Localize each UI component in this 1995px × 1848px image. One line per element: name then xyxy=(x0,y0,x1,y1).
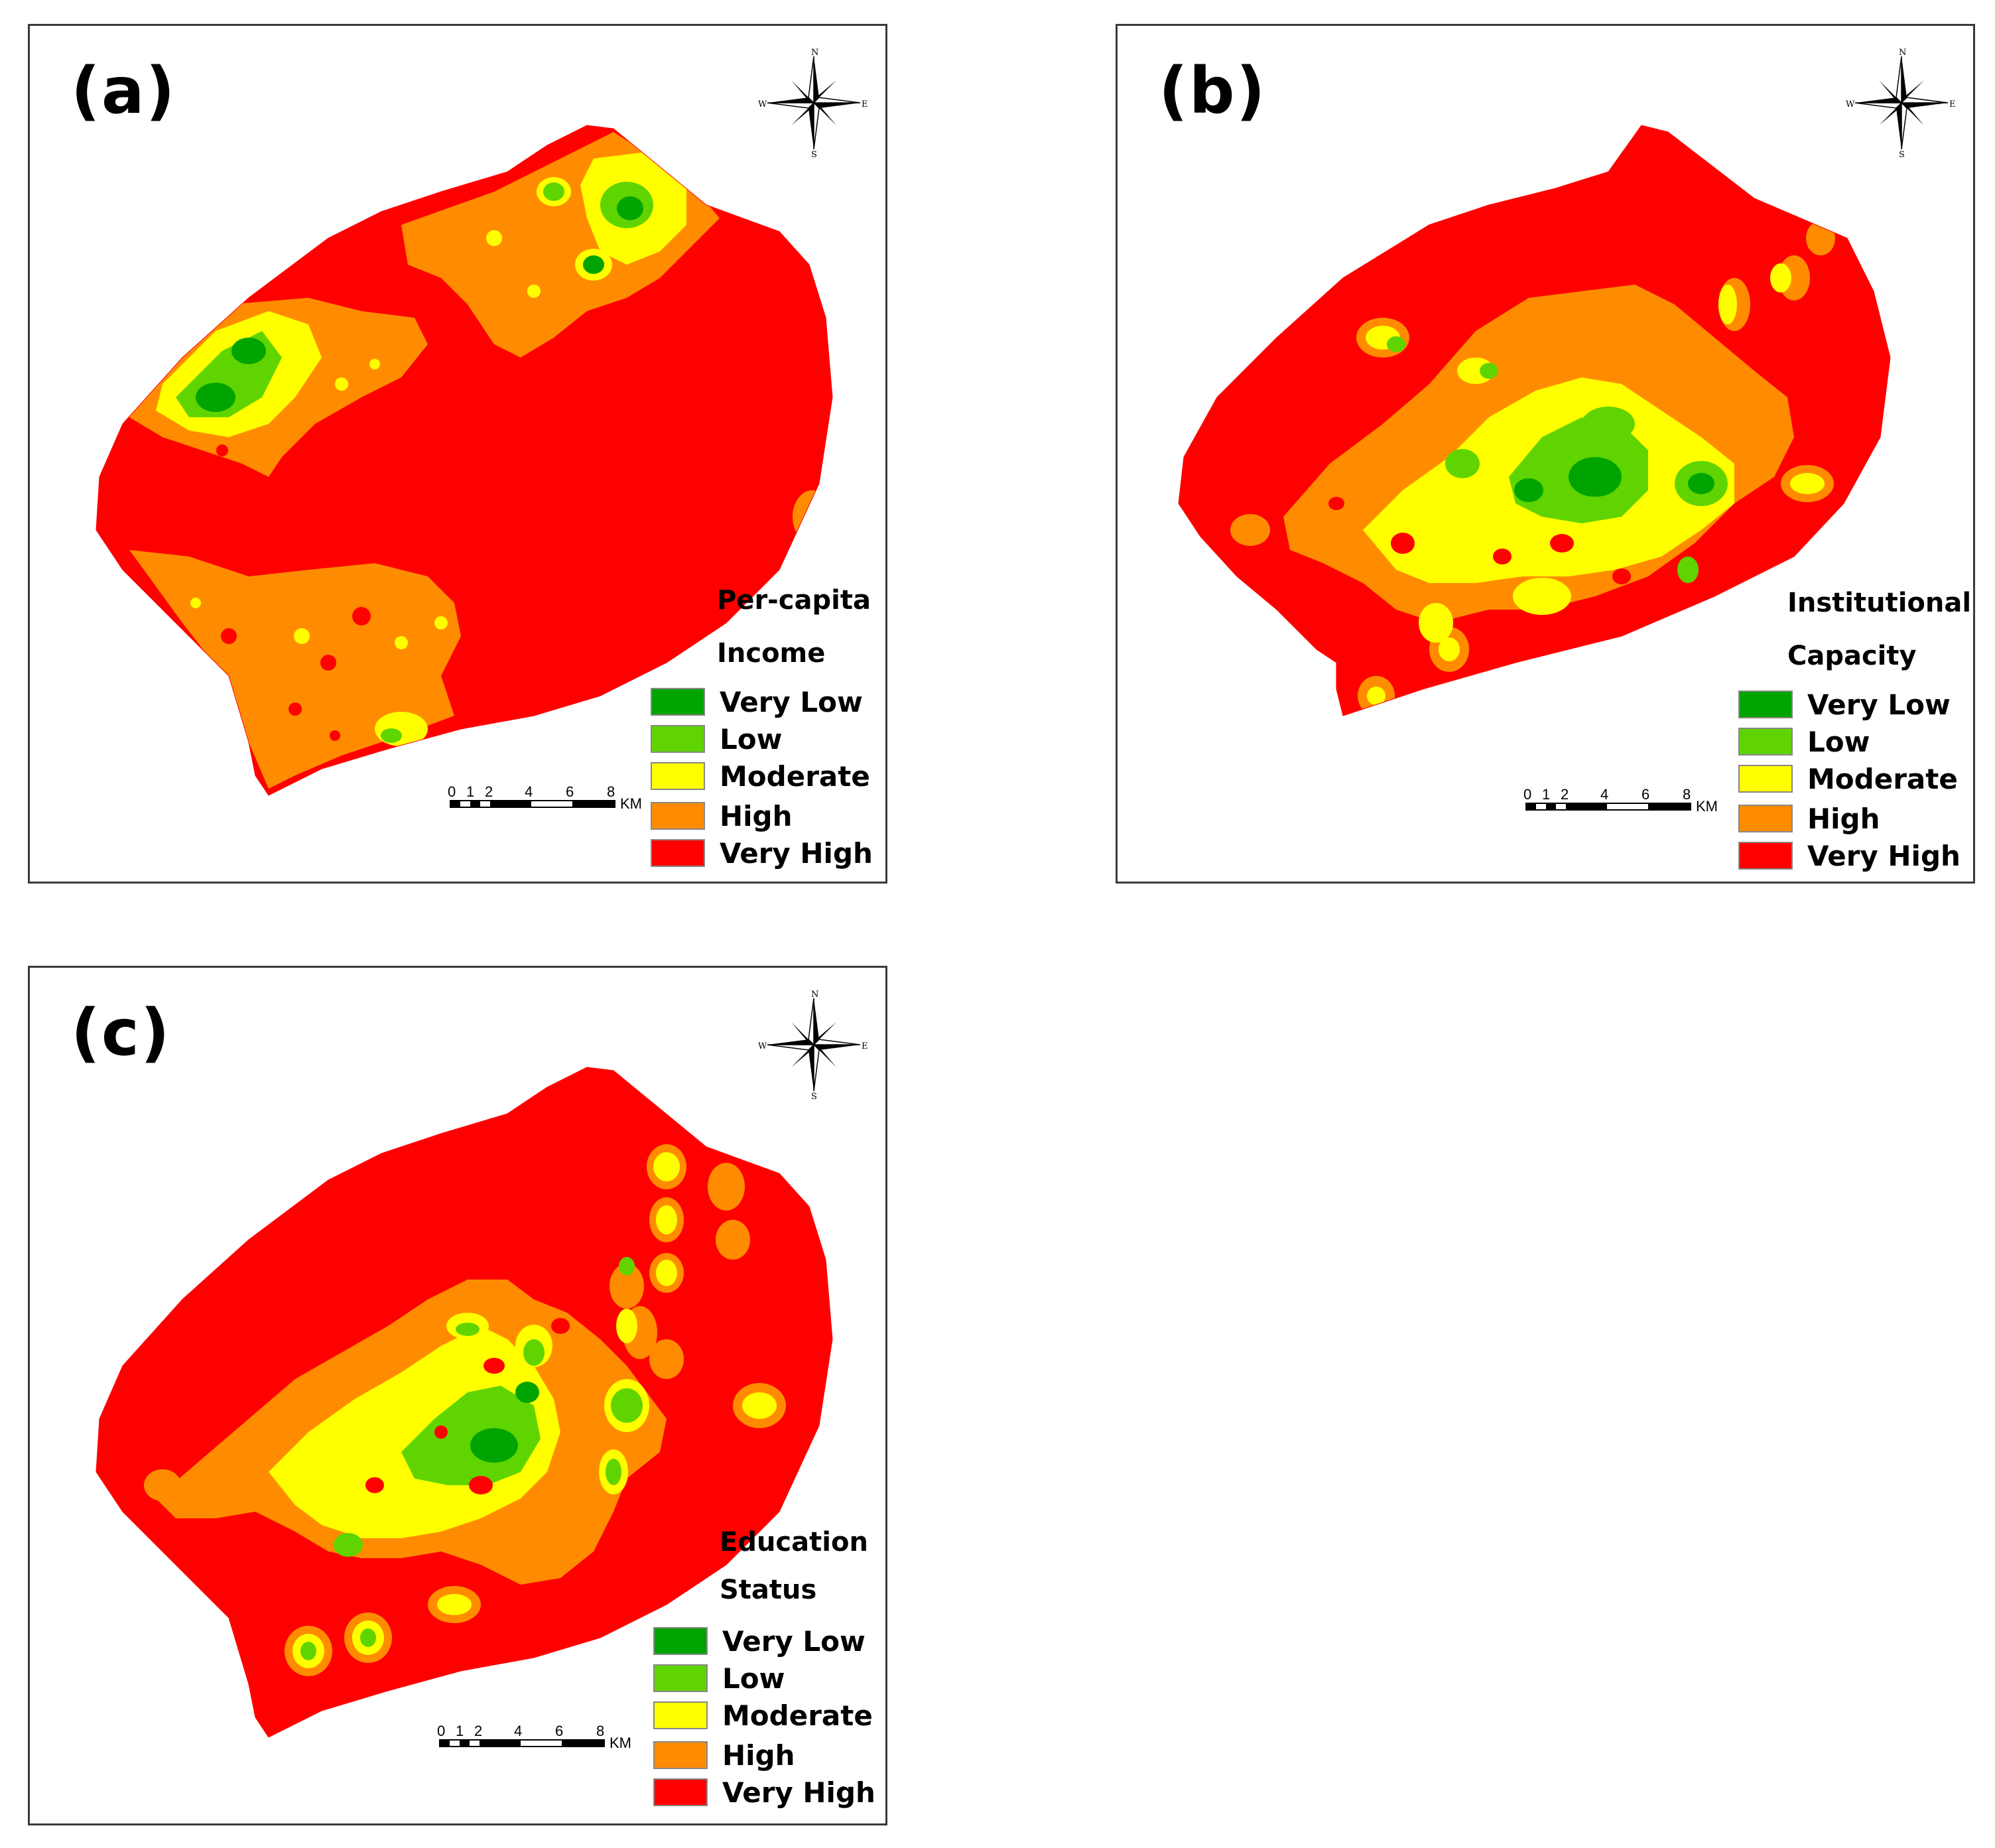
svg-text:0: 0 xyxy=(437,1723,445,1739)
zone-high xyxy=(129,550,461,789)
legend-label: Very High xyxy=(722,1776,875,1809)
scale-bar: 0 1 2 4 6 8 KM xyxy=(437,1723,631,1751)
compass-e: E xyxy=(862,1041,868,1051)
compass-n: N xyxy=(1899,48,1906,58)
legend-title-line1: Institutional xyxy=(1787,588,1972,618)
svg-text:1: 1 xyxy=(1542,786,1550,803)
panel-label: (a) xyxy=(71,54,176,128)
compass-n: N xyxy=(811,990,818,1000)
compass-e: E xyxy=(1949,99,1956,109)
map-panel-a: (a) xyxy=(28,24,887,884)
north-arrow-icon: N S E W xyxy=(1846,48,1956,159)
svg-text:8: 8 xyxy=(596,1723,604,1739)
zone-very-low xyxy=(231,338,266,364)
svg-text:6: 6 xyxy=(555,1723,563,1739)
map-per-capita-income xyxy=(96,125,833,796)
legend-swatch xyxy=(653,1701,708,1729)
svg-text:2: 2 xyxy=(485,783,493,800)
north-arrow-icon: N S E W xyxy=(758,990,868,1100)
svg-text:1: 1 xyxy=(466,783,474,800)
legend-title-line2: Capacity xyxy=(1787,641,1917,671)
compass-n: N xyxy=(811,48,818,58)
map-education-status xyxy=(96,1067,833,1738)
svg-text:8: 8 xyxy=(1683,786,1691,803)
legend-title-line1: Per-capita xyxy=(717,585,871,616)
svg-text:KM: KM xyxy=(620,795,642,812)
compass-s: S xyxy=(811,1092,817,1100)
svg-text:KM: KM xyxy=(610,1735,631,1751)
legend-label: Low xyxy=(1807,726,1870,758)
legend-swatch xyxy=(651,839,705,867)
compass-e: E xyxy=(862,99,868,109)
legend-label: Very Low xyxy=(720,686,863,718)
legend-label: Low xyxy=(720,723,783,756)
legend-label: Low xyxy=(722,1662,785,1695)
compass-w: W xyxy=(1846,99,1855,109)
zone-very-low xyxy=(196,383,235,412)
legend-label: Moderate xyxy=(720,760,870,793)
svg-text:0: 0 xyxy=(448,783,456,800)
legend-swatch xyxy=(651,688,705,716)
legend-label: High xyxy=(722,1739,795,1772)
svg-text:2: 2 xyxy=(474,1723,482,1739)
legend-title-line1: Education xyxy=(720,1527,868,1557)
legend-label: Very High xyxy=(720,837,873,870)
legend-label: Moderate xyxy=(722,1699,873,1732)
svg-text:4: 4 xyxy=(514,1723,522,1739)
compass-w: W xyxy=(758,1041,767,1051)
legend-swatch xyxy=(1738,842,1793,870)
legend-label: Very Low xyxy=(722,1625,866,1658)
svg-text:4: 4 xyxy=(525,783,533,800)
legend-label: Very Low xyxy=(1807,689,1951,721)
compass-w: W xyxy=(758,99,767,109)
svg-text:2: 2 xyxy=(1561,786,1569,803)
legend-swatch xyxy=(1738,805,1793,832)
legend-swatch xyxy=(653,1778,708,1806)
compass-s: S xyxy=(811,150,817,159)
svg-text:6: 6 xyxy=(566,783,574,800)
panel-label: (c) xyxy=(71,996,171,1070)
legend-swatch xyxy=(653,1664,708,1692)
svg-text:8: 8 xyxy=(607,783,615,800)
legend-swatch xyxy=(653,1741,708,1769)
legend-swatch xyxy=(651,762,705,790)
svg-text:KM: KM xyxy=(1696,798,1718,815)
legend-label: High xyxy=(1807,803,1880,835)
svg-text:4: 4 xyxy=(1600,786,1608,803)
north-arrow-icon: N S E W xyxy=(758,48,868,159)
legend-swatch xyxy=(651,725,705,753)
map-panel-c: (c) xyxy=(28,966,887,1825)
svg-text:6: 6 xyxy=(1641,786,1649,803)
legend-swatch xyxy=(653,1627,708,1655)
legend-label: Very High xyxy=(1807,840,1961,872)
map-institutional-capacity xyxy=(1178,125,1891,716)
legend-swatch xyxy=(1738,691,1793,718)
panel-label: (b) xyxy=(1159,54,1267,128)
scale-bar: 0 1 2 4 6 8 KM xyxy=(448,783,642,812)
legend-swatch xyxy=(651,802,705,830)
legend-title-line2: Status xyxy=(720,1575,817,1605)
legend-title-line2: Income xyxy=(717,638,826,669)
scale-bar: 0 1 2 4 6 8 KM xyxy=(1523,786,1718,815)
legend-label: Moderate xyxy=(1807,763,1958,795)
legend-swatch xyxy=(1738,765,1793,793)
svg-text:0: 0 xyxy=(1523,786,1531,803)
compass-s: S xyxy=(1899,150,1905,159)
map-panel-b: (b) xyxy=(1116,24,1975,884)
zone-very-low xyxy=(617,196,643,220)
svg-text:1: 1 xyxy=(456,1723,464,1739)
legend-swatch xyxy=(1738,728,1793,756)
legend-label: High xyxy=(720,800,793,832)
